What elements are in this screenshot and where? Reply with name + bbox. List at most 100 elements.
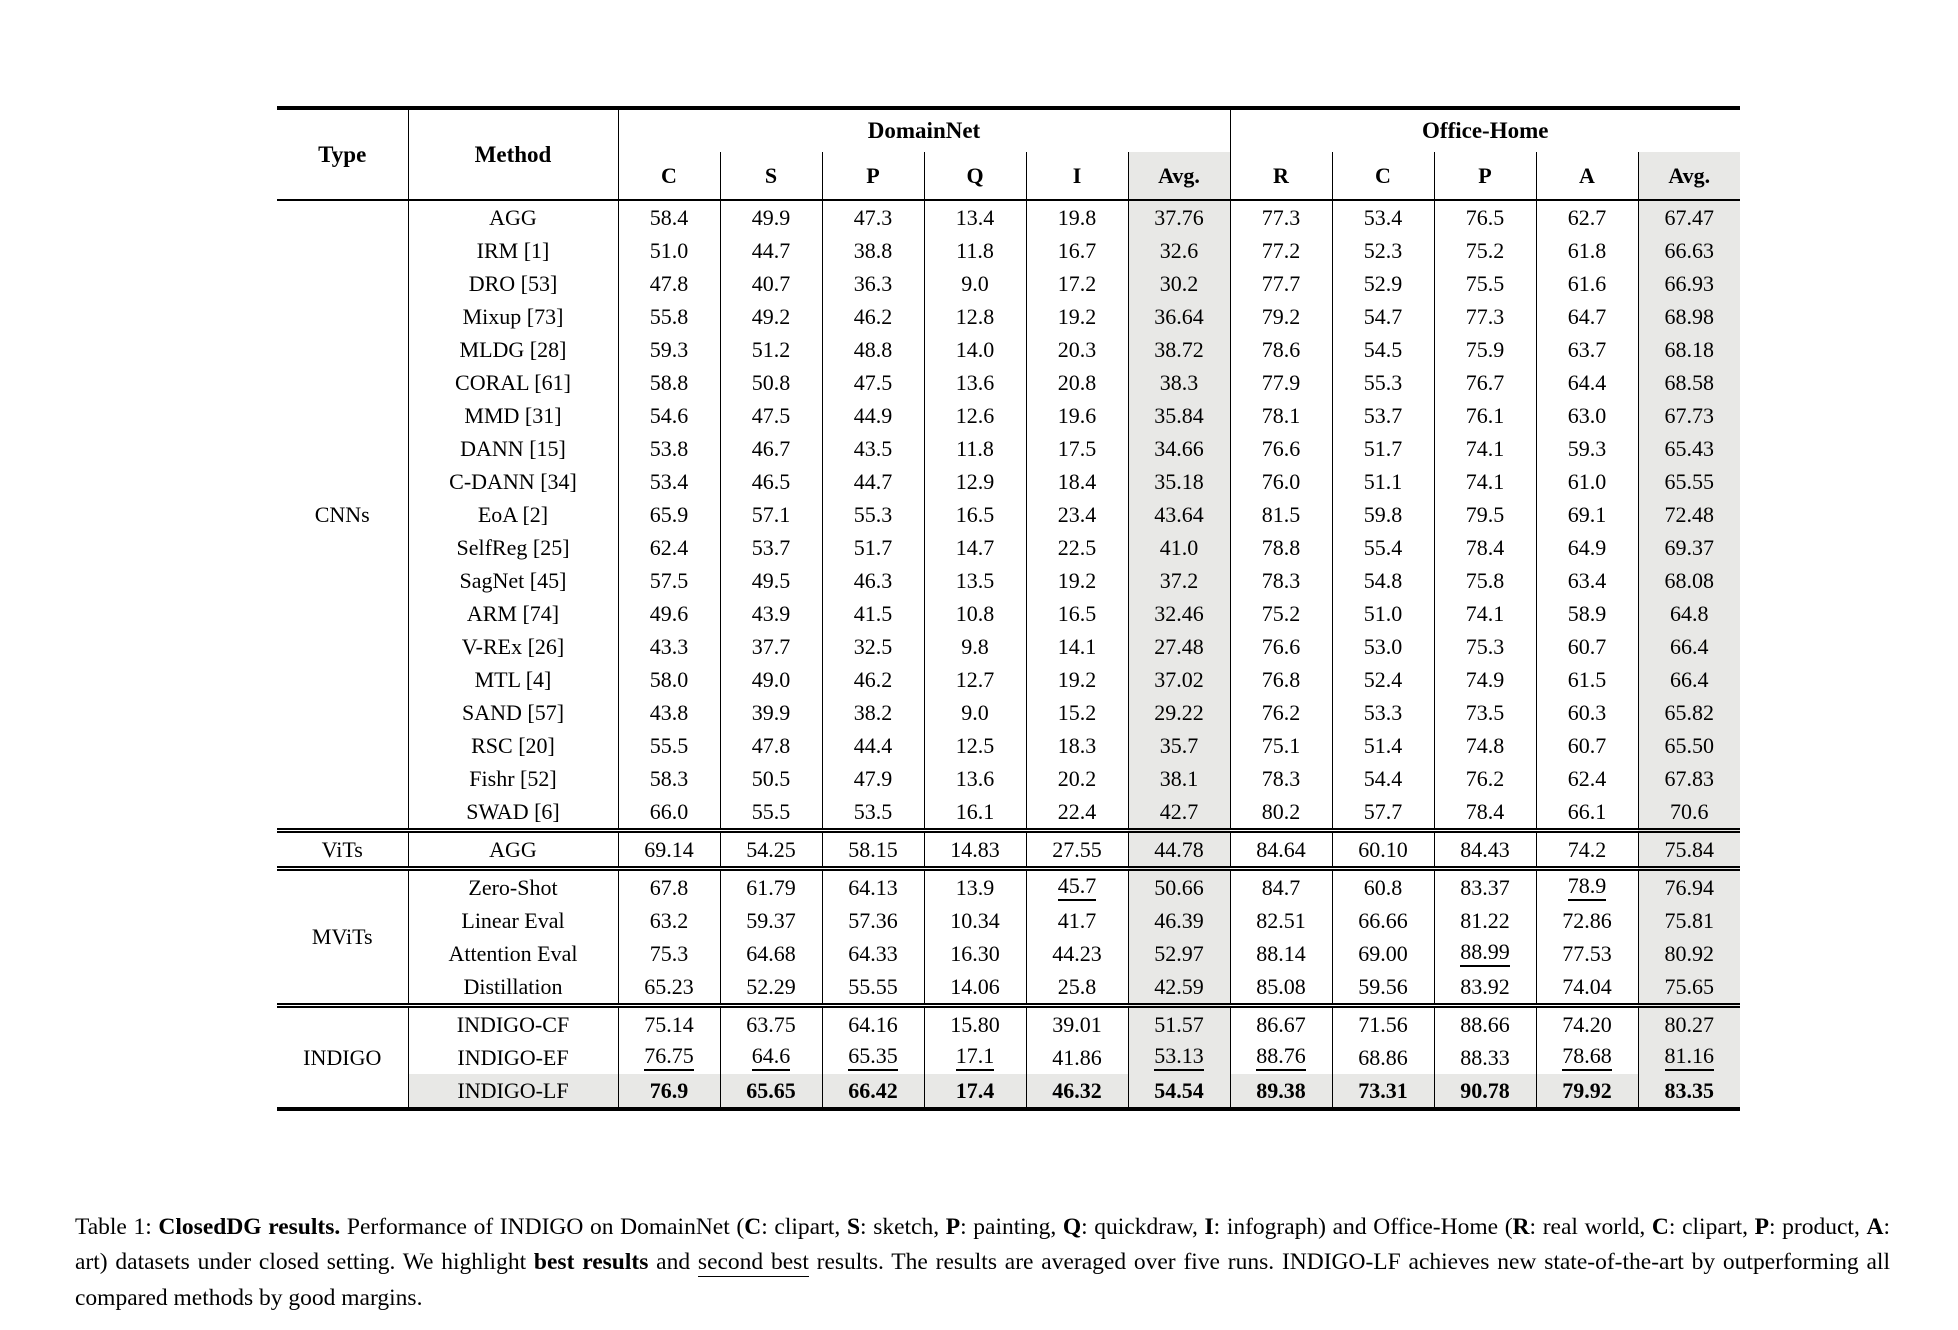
value-cell: 50.8 (719, 366, 822, 399)
value-cell: 67.8 (617, 866, 720, 904)
value-cell: 14.1 (1025, 630, 1128, 663)
column-header-domainnet-avg: Avg. (1127, 152, 1230, 201)
value-cell: 12.5 (923, 729, 1026, 762)
value-cell: 58.3 (617, 762, 720, 795)
value-cell: 12.9 (923, 465, 1026, 498)
value-cell: 43.3 (617, 630, 720, 663)
method-cell: C-DANN [34] (407, 465, 618, 498)
value-cell: 74.1 (1433, 597, 1536, 630)
value-cell: 59.8 (1331, 498, 1434, 531)
value-cell: 76.2 (1229, 696, 1332, 729)
value-cell: 65.9 (617, 498, 720, 531)
value-cell: 55.5 (617, 729, 720, 762)
method-cell: DRO [53] (407, 267, 618, 300)
value-cell: 13.6 (923, 366, 1026, 399)
value-cell: 76.6 (1229, 432, 1332, 465)
table-row: DRO [53] 47.8 40.7 36.3 9.0 17.2 30.2 77.7 52.9 7… (277, 267, 1740, 300)
value-cell: 39.9 (719, 696, 822, 729)
value-cell: 49.6 (617, 597, 720, 630)
value-cell: 44.7 (821, 465, 924, 498)
value-cell: 83.35 (1637, 1074, 1740, 1111)
value-cell: 72.86 (1535, 904, 1638, 937)
value-cell: 40.7 (719, 267, 822, 300)
value-cell: 64.16 (821, 1003, 924, 1041)
value-cell: 62.4 (617, 531, 720, 564)
value-cell: 57.7 (1331, 795, 1434, 831)
value-cell: 83.92 (1433, 970, 1536, 1006)
value-cell: 55.4 (1331, 531, 1434, 564)
value-cell: 53.0 (1331, 630, 1434, 663)
table-row: SAND [57] 43.8 39.9 38.2 9.0 15.2 29.22 76.2 53.… (277, 696, 1740, 729)
value-cell: 65.43 (1637, 432, 1740, 465)
value-cell: 46.2 (821, 300, 924, 333)
caption-bold-text: I (1204, 1213, 1214, 1240)
value-cell: 51.57 (1127, 1003, 1230, 1041)
value-cell: 51.4 (1331, 729, 1434, 762)
value-cell: 19.2 (1025, 663, 1128, 696)
value-cell: 20.8 (1025, 366, 1128, 399)
method-cell: Fishr [52] (407, 762, 618, 795)
value-cell: 58.0 (617, 663, 720, 696)
value-cell: 44.78 (1127, 828, 1230, 869)
table-row: SWAD [6] 66.0 55.5 53.5 16.1 22.4 42.7 80.2 57.7… (277, 795, 1740, 831)
value-cell: 51.2 (719, 333, 822, 366)
value-cell: 16.5 (923, 498, 1026, 531)
caption-bold-text: Q (1062, 1213, 1082, 1240)
value-cell: 29.22 (1127, 696, 1230, 729)
table-row: V-REx [26] 43.3 37.7 32.5 9.8 14.1 27.48 76.6 53… (277, 630, 1740, 663)
value-cell: 48.8 (821, 333, 924, 366)
value-cell: 54.6 (617, 399, 720, 432)
value-cell: 64.6 (719, 1041, 822, 1074)
value-cell: 14.0 (923, 333, 1026, 366)
value-cell: 47.8 (719, 729, 822, 762)
value-cell: 42.7 (1127, 795, 1230, 831)
value-cell: 34.66 (1127, 432, 1230, 465)
value-cell: 61.5 (1535, 663, 1638, 696)
value-cell: 52.29 (719, 970, 822, 1006)
value-cell: 75.3 (1433, 630, 1536, 663)
value-cell: 53.4 (1331, 200, 1434, 234)
method-cell: ARM [74] (407, 597, 618, 630)
value-cell: 64.8 (1637, 597, 1740, 630)
value-cell: 63.4 (1535, 564, 1638, 597)
value-cell: 77.9 (1229, 366, 1332, 399)
value-cell: 65.82 (1637, 696, 1740, 729)
method-cell: INDIGO-EF (407, 1041, 618, 1074)
value-cell: 63.7 (1535, 333, 1638, 366)
value-cell: 66.0 (617, 795, 720, 831)
caption-text: : quickdraw, (1081, 1213, 1205, 1240)
value-cell: 76.6 (1229, 630, 1332, 663)
value-cell: 66.1 (1535, 795, 1638, 831)
value-cell: 15.2 (1025, 696, 1128, 729)
caption-bold-text: best results (533, 1249, 649, 1276)
value-cell: 54.4 (1331, 762, 1434, 795)
value-cell: 41.5 (821, 597, 924, 630)
value-cell: 78.8 (1229, 531, 1332, 564)
table-row: Linear Eval 63.2 59.37 57.36 10.34 41.7 46.39 8… (277, 904, 1740, 937)
value-cell: 82.51 (1229, 904, 1332, 937)
value-cell: 71.56 (1331, 1003, 1434, 1041)
value-cell: 60.10 (1331, 828, 1434, 869)
value-cell: 53.7 (719, 531, 822, 564)
column-header-officehome-c: C (1331, 152, 1434, 201)
value-cell: 74.20 (1535, 1003, 1638, 1041)
value-cell: 11.8 (923, 432, 1026, 465)
value-cell: 50.66 (1127, 866, 1230, 904)
value-cell: 57.36 (821, 904, 924, 937)
table-row: IRM [1] 51.0 44.7 38.8 11.8 16.7 32.6 77.2 52.3 7… (277, 234, 1740, 267)
value-cell: 54.8 (1331, 564, 1434, 597)
value-cell: 43.5 (821, 432, 924, 465)
method-cell: Mixup [73] (407, 300, 618, 333)
value-cell: 13.5 (923, 564, 1026, 597)
value-cell: 9.0 (923, 267, 1026, 300)
value-cell: 43.64 (1127, 498, 1230, 531)
value-cell: 36.3 (821, 267, 924, 300)
value-cell: 76.5 (1433, 200, 1536, 234)
value-cell: 81.5 (1229, 498, 1332, 531)
method-cell: MLDG [28] (407, 333, 618, 366)
method-cell: INDIGO-LF (407, 1074, 618, 1111)
value-cell: 54.5 (1331, 333, 1434, 366)
value-cell: 65.55 (1637, 465, 1740, 498)
value-cell: 17.4 (923, 1074, 1026, 1111)
value-cell: 55.8 (617, 300, 720, 333)
